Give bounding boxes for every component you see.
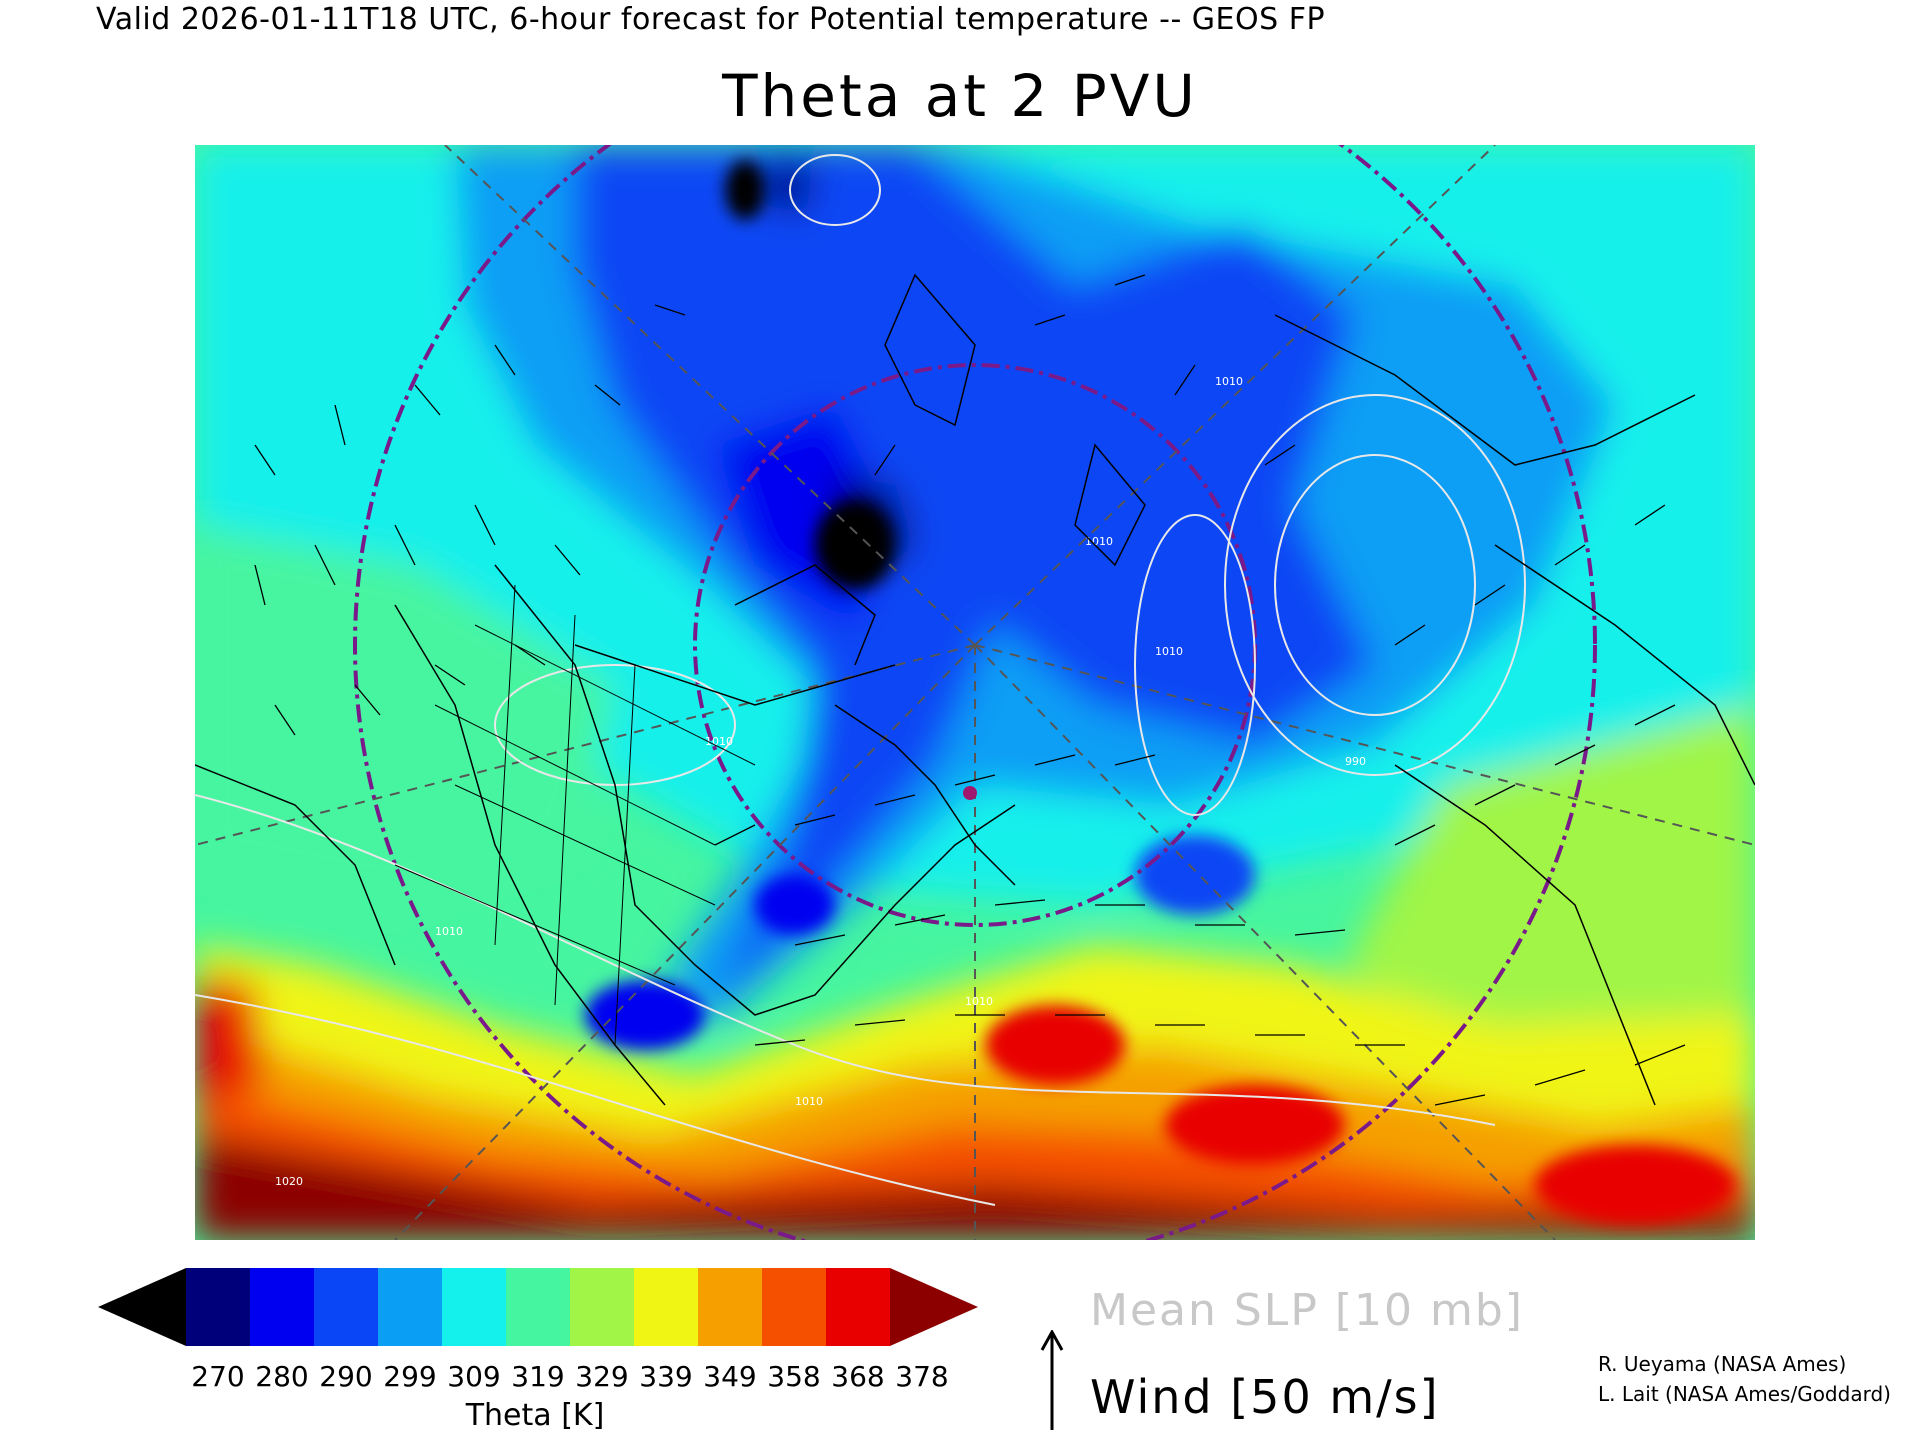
slp-contours <box>195 154 1526 1206</box>
graticule <box>195 145 1755 1240</box>
colorbar-labels: 270 280 290 299 309 319 329 339 349 358 368 378 <box>150 1360 948 1400</box>
colorbar-bin <box>506 1268 570 1346</box>
theta-map-canvas: 1010 1010 1010 1010 1010 1010 990 1010 1… <box>195 145 1755 1240</box>
colorbar-bin <box>826 1268 890 1346</box>
contour-label: 1010 <box>795 1095 823 1108</box>
wind-vectors <box>254 274 1686 1106</box>
contour-labels: 1010 1010 1010 1010 1010 1010 990 1010 1… <box>275 375 1366 1188</box>
contour-label: 1010 <box>1085 535 1113 548</box>
colorbar-tick-label: 349 <box>703 1360 757 1393</box>
colorbar-tick-label: 368 <box>831 1360 885 1393</box>
contour-label: 1010 <box>435 925 463 938</box>
latitude-circle-outer <box>353 145 1597 1240</box>
theta-detail <box>585 160 1735 1225</box>
colorbar-tick-label: 299 <box>383 1360 437 1393</box>
wind-legend: Wind [50 m/s] <box>1090 1370 1440 1424</box>
valid-time-header: Valid 2026-01-11T18 UTC, 6-hour forecast… <box>96 2 1326 37</box>
theta-colorbar <box>98 1268 978 1346</box>
colorbar-high-triangle <box>890 1268 978 1346</box>
colorbar-bin <box>698 1268 762 1346</box>
colorbar-title: Theta [K] <box>465 1398 605 1433</box>
slp-legend: Mean SLP [10 mb] <box>1090 1285 1524 1336</box>
map-title: Theta at 2 PVU <box>722 62 1198 130</box>
colorbar-tick-label: 319 <box>511 1360 565 1393</box>
colorbar-bin <box>250 1268 314 1346</box>
theta-map: 1010 1010 1010 1010 1010 1010 990 1010 1… <box>195 145 1755 1240</box>
colorbar-tick-label: 339 <box>639 1360 693 1393</box>
colorbar-tick-label: 309 <box>447 1360 501 1393</box>
contour-label: 990 <box>1345 755 1366 768</box>
contour-label: 1010 <box>965 995 993 1008</box>
wind-reference-arrow <box>1040 1330 1064 1430</box>
credit-line: R. Ueyama (NASA Ames) <box>1598 1352 1847 1376</box>
colorbar-bin <box>570 1268 634 1346</box>
colorbar-bin <box>186 1268 250 1346</box>
colorbar-tick-label: 329 <box>575 1360 629 1393</box>
colorbar-low-triangle <box>98 1268 186 1346</box>
colorbar-tick-label: 270 <box>191 1360 245 1393</box>
colorbar-bin <box>442 1268 506 1346</box>
contour-label: 1020 <box>275 1175 303 1188</box>
colorbar-bin <box>314 1268 378 1346</box>
colorbar-bin <box>378 1268 442 1346</box>
location-marker <box>963 786 977 800</box>
contour-label: 1010 <box>1215 375 1243 388</box>
coastlines <box>195 273 1755 1106</box>
colorbar-bin <box>762 1268 826 1346</box>
colorbar-tick-label: 378 <box>895 1360 949 1393</box>
colorbar-bin <box>634 1268 698 1346</box>
theta-field <box>195 145 1755 1240</box>
colorbar-tick-label: 290 <box>319 1360 373 1393</box>
colorbar-tick-label: 358 <box>767 1360 821 1393</box>
political-borders <box>394 584 756 1046</box>
colorbar-tick-label: 280 <box>255 1360 309 1393</box>
contour-label: 1010 <box>705 735 733 748</box>
credit-line: L. Lait (NASA Ames/Goddard) <box>1598 1382 1891 1406</box>
contour-label: 1010 <box>1155 645 1183 658</box>
